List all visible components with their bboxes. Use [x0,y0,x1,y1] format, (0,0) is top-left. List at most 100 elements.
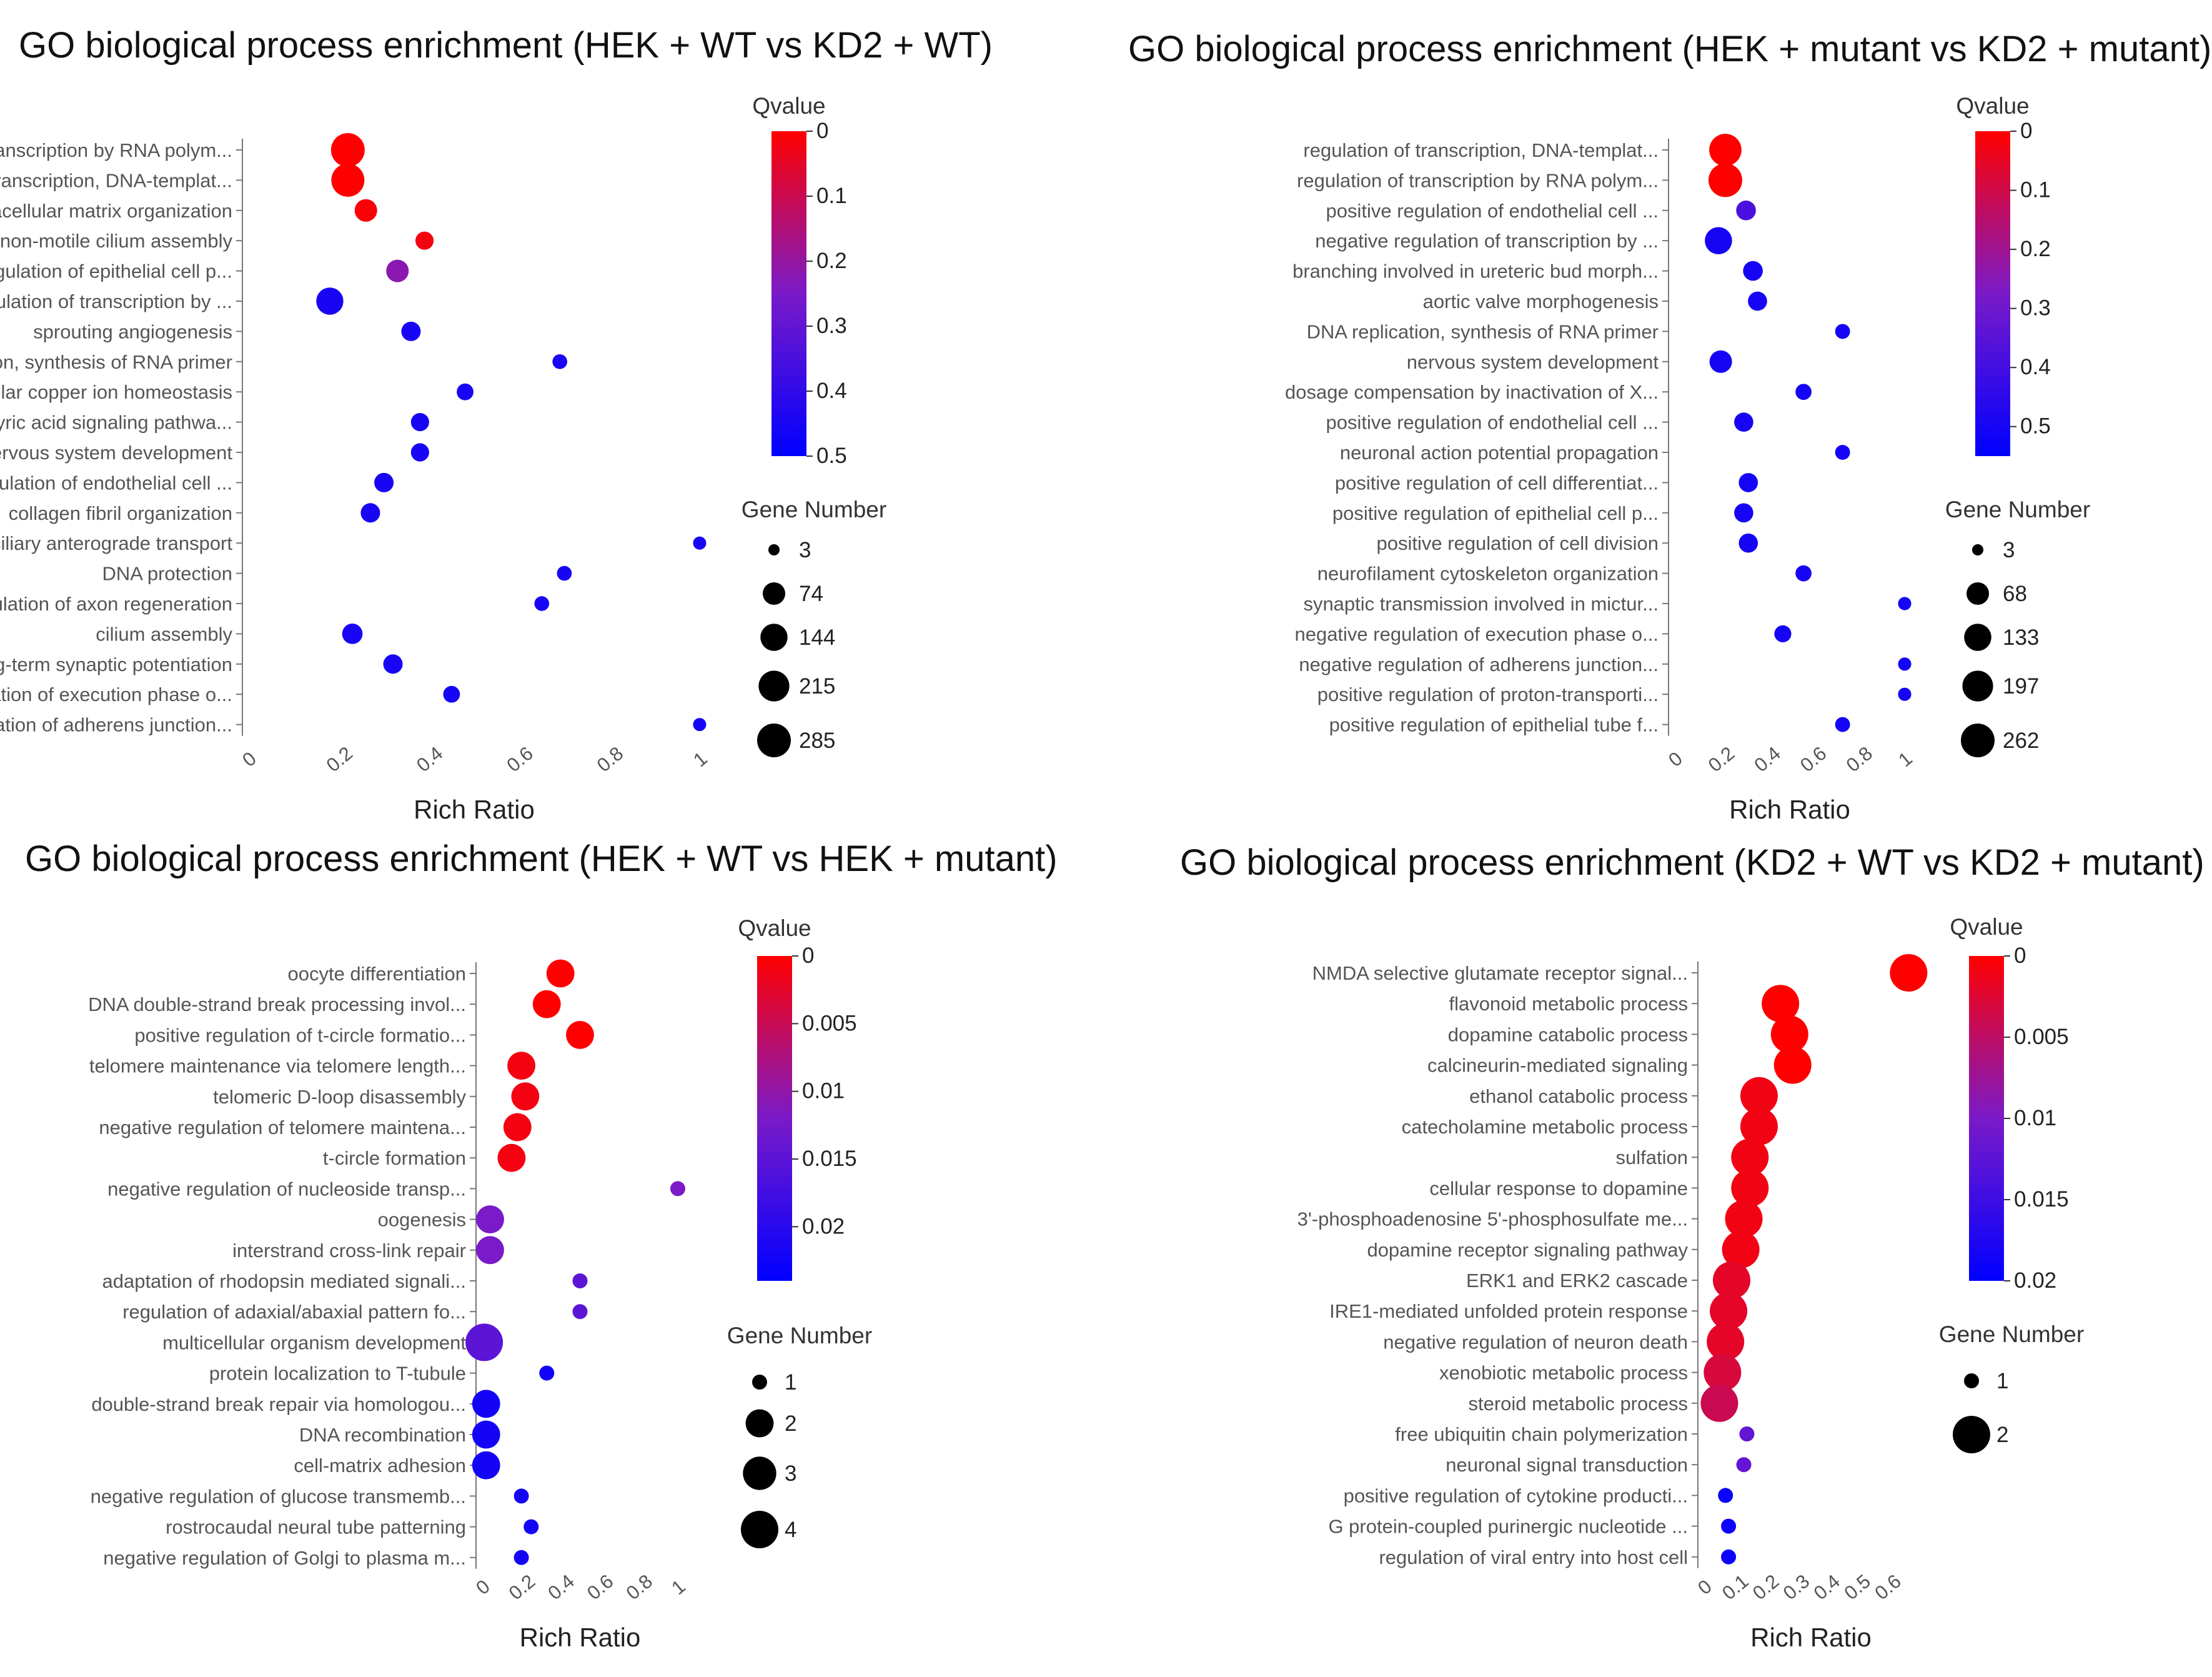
data-point [693,536,707,550]
term-label: xenobiotic metabolic process [1439,1362,1688,1384]
term-label: positive regulation of endothelial cell … [1326,200,1659,222]
chart-hek-mutant-vs-kd2-mutant: GO biological process enrichment (HEK + … [1128,29,2211,824]
term-label: DNA recombination [299,1424,466,1446]
data-point [1734,412,1753,432]
term-label: non-motile cilium assembly [0,230,232,252]
term-label: NMDA selective glutamate receptor signal… [1312,962,1688,984]
chart-title: GO biological process enrichment (KD2 + … [1180,842,2205,883]
term-label: cilium assembly [96,623,232,645]
colorbar-tick-label: 0.1 [2020,178,2051,202]
term-label: DNA protection [102,563,233,585]
size-legend-dot [762,582,786,605]
colorbar-tick-label: 0.2 [816,249,847,273]
data-point [1708,163,1742,197]
term-label: protein localization to T-tubule [209,1363,466,1385]
data-point [1795,384,1812,401]
data-point [1722,1230,1760,1268]
colorbar-tick-label: 0 [802,943,814,968]
data-point [503,1113,532,1142]
size-legend-label: 3 [799,538,811,562]
term-label: positive regulation of cell division [1377,532,1659,554]
term-label: positive regulation of epithelial tube f… [1329,714,1659,736]
data-point [472,1451,500,1480]
data-point [1700,1384,1738,1422]
size-legend-dot [743,1456,776,1490]
data-point [1740,1077,1778,1115]
data-point [1712,1261,1750,1299]
term-label: interstrand cross-link repair [232,1240,466,1261]
term-label: regulation of viral entry into host cell [1379,1546,1688,1568]
data-point [1898,687,1912,701]
data-point [532,990,561,1018]
qvalue-legend-title: Qvalue [752,93,825,119]
data-point [457,383,474,401]
term-label: double-strand break repair via homologou… [91,1393,466,1415]
x-axis-title: Rich Ratio [1750,1623,1872,1652]
colorbar-tick-label: 0.01 [802,1079,845,1103]
colorbar-tick-label: 0.4 [816,379,847,403]
data-point [552,354,568,369]
data-point [557,565,572,581]
x-tick-label: 0.3 [1779,1570,1814,1605]
x-tick-label: 0.2 [322,742,357,777]
data-point [1898,657,1912,671]
x-tick-label: 0.6 [502,742,537,777]
data-point [523,1519,539,1535]
size-legend-dot [758,670,790,702]
size-legend-label: 133 [2003,625,2039,650]
size-legend-dot [745,1409,774,1438]
panel-4: GO biological process enrichment (KD2 + … [1106,838,2212,1677]
qvalue-legend-title: Qvalue [738,915,811,941]
data-point [1773,1046,1812,1084]
term-label: IRE1-mediated unfolded protein response [1329,1300,1688,1322]
data-point [1835,324,1850,339]
colorbar-tick-label: 0.4 [2020,355,2051,379]
term-label: ERK1 and ERK2 cascade [1466,1270,1688,1291]
colorbar-tick-label: 0.2 [2020,237,2051,261]
term-label: calcineurin-mediated signaling [1427,1055,1688,1077]
term-label: negative regulation of Golgi to plasma m… [103,1547,466,1569]
term-label: neurofilament cytoskeleton organization [1317,563,1659,585]
data-point [546,959,575,988]
term-label: 3'-phosphoadenosine 5'-phosphosulfate me… [1297,1208,1688,1230]
data-point [497,1143,526,1172]
size-legend-dot [760,624,788,651]
x-tick-label: 0.2 [1704,742,1739,777]
term-label: DNA replication, synthesis of RNA primer [0,351,232,373]
size-legend-dot [752,1375,767,1390]
term-label: extracellular matrix organization [0,200,232,222]
x-tick-label: 0 [1664,747,1687,771]
x-tick-label: 0.8 [1842,742,1877,777]
size-legend-label: 144 [799,625,835,650]
x-tick-label: 0.2 [1748,1570,1783,1605]
size-legend-dot [1953,1416,1990,1453]
data-point [1738,473,1758,492]
term-label: peripheral nervous system development [0,442,232,464]
term-label: telomere maintenance via telomere length… [89,1055,466,1077]
term-label: negative regulation of nucleoside transp… [107,1178,466,1200]
size-legend-dot [1964,1373,1979,1388]
data-point [374,472,394,492]
term-label: flavonoid metabolic process [1449,993,1688,1015]
term-label: synaptic transmission involved in mictur… [1303,593,1659,615]
term-label: ethanol catabolic process [1469,1085,1688,1107]
x-axis-title: Rich Ratio [1729,795,1850,824]
data-point [572,1304,588,1320]
term-label: negative regulation of adherens junction… [0,714,232,736]
data-point [1731,1138,1769,1177]
term-label: sulfation [1616,1147,1688,1168]
qvalue-colorbar [1969,956,2004,1281]
term-label: dopamine catabolic process [1448,1023,1688,1045]
chart-hek-wt-vs-kd2-wt: GO biological process enrichment (HEK + … [0,25,993,824]
panel-2: GO biological process enrichment (HEK + … [1106,0,2212,838]
panel-3: GO biological process enrichment (HEK + … [0,838,1106,1677]
term-label: telomeric D-loop disassembly [213,1086,466,1108]
term-label: regulation of adaxial/abaxial pattern fo… [122,1301,466,1323]
term-label: neuronal signal transduction [1446,1454,1688,1476]
size-legend-dot [757,724,791,757]
term-label: negative regulation of adherens junction… [1299,654,1659,675]
data-point [472,1390,500,1418]
data-point [1774,625,1792,643]
data-point [1718,1488,1733,1503]
data-point [415,231,434,250]
